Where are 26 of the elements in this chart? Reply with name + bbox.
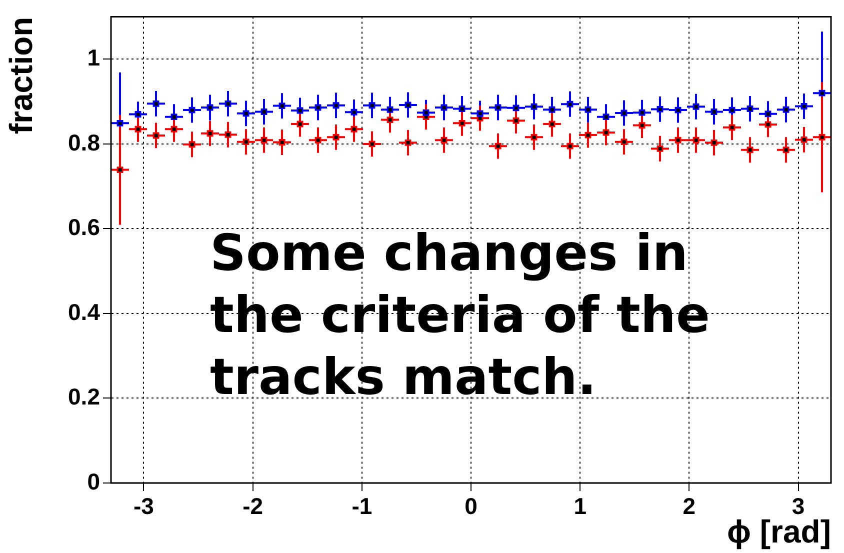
y-tick-label: 0 xyxy=(87,468,100,494)
point xyxy=(638,109,646,116)
x-tick-label: -3 xyxy=(134,493,154,520)
point xyxy=(638,122,646,129)
x-tick-label: 2 xyxy=(682,493,696,520)
y-tick-label: 0.8 xyxy=(68,129,100,156)
point xyxy=(512,117,520,124)
point xyxy=(296,120,304,128)
point xyxy=(512,104,520,112)
point xyxy=(548,106,556,113)
x-tick-label: 1 xyxy=(574,493,587,520)
point xyxy=(170,126,178,132)
y-tick-label: 1 xyxy=(87,44,100,71)
point xyxy=(458,106,466,112)
point xyxy=(458,120,466,126)
point xyxy=(548,120,556,128)
y-tick-label: 0.4 xyxy=(68,298,100,325)
y-tick-label: 0.6 xyxy=(68,214,100,240)
x-tick-label: 0 xyxy=(464,493,478,520)
y-axis-title: fraction xyxy=(3,16,40,134)
point xyxy=(296,107,304,114)
x-tick-label: -2 xyxy=(242,493,264,520)
x-tick-label: -1 xyxy=(352,493,372,520)
y-tick-label: 0.2 xyxy=(68,384,100,410)
point xyxy=(170,114,178,120)
annotation: Some changes in the criteria of the tracks match. xyxy=(210,223,710,408)
